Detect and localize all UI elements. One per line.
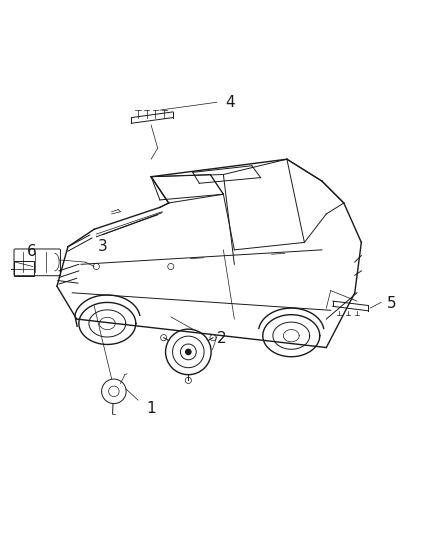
Circle shape: [186, 349, 191, 354]
Text: 2: 2: [216, 332, 226, 346]
Text: 6: 6: [27, 244, 36, 259]
Text: 1: 1: [146, 401, 156, 416]
Text: 5: 5: [387, 296, 397, 311]
Text: 4: 4: [225, 95, 235, 110]
Text: 3: 3: [98, 239, 108, 254]
